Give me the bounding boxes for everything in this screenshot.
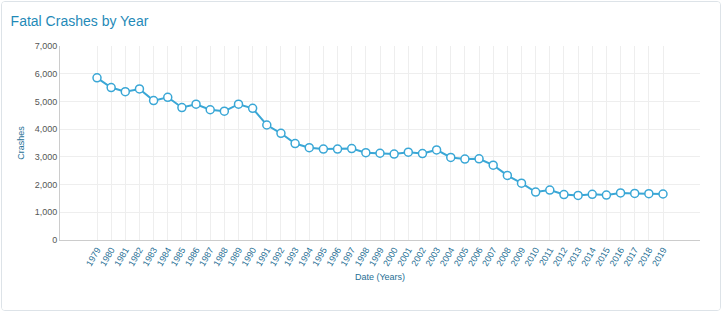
svg-text:Crashes: Crashes [16,126,26,160]
svg-text:6,000: 6,000 [35,69,58,79]
svg-text:1988: 1988 [211,246,230,268]
svg-text:1979: 1979 [84,246,103,268]
svg-text:2001: 2001 [395,246,414,268]
svg-text:5,000: 5,000 [35,97,58,107]
svg-text:1990: 1990 [240,246,259,268]
svg-text:1998: 1998 [353,246,372,268]
svg-text:1992: 1992 [268,246,287,268]
svg-text:2013: 2013 [565,246,584,268]
svg-text:2016: 2016 [608,246,627,268]
svg-text:1994: 1994 [296,246,315,268]
svg-text:1980: 1980 [98,246,117,268]
svg-text:2003: 2003 [424,246,443,268]
svg-text:Fatal Crashes by Year: Fatal Crashes by Year [11,13,149,29]
svg-text:2005: 2005 [452,246,471,268]
svg-text:1,000: 1,000 [35,207,58,217]
svg-text:1981: 1981 [112,246,131,268]
svg-text:0: 0 [52,235,57,245]
svg-text:3,000: 3,000 [35,152,58,162]
svg-text:2014: 2014 [579,246,598,268]
svg-text:7,000: 7,000 [35,41,58,51]
svg-text:2017: 2017 [622,246,641,268]
svg-text:2019: 2019 [650,246,669,268]
svg-text:4,000: 4,000 [35,124,58,134]
svg-text:2006: 2006 [466,246,485,268]
svg-text:2018: 2018 [636,246,655,268]
svg-text:2010: 2010 [523,246,542,268]
svg-text:1997: 1997 [339,246,358,268]
svg-text:2012: 2012 [551,246,570,268]
svg-text:1999: 1999 [367,246,386,268]
svg-text:2000: 2000 [381,246,400,268]
svg-text:1985: 1985 [169,246,188,268]
svg-text:Date (Years): Date (Years) [355,272,405,282]
svg-text:1996: 1996 [325,246,344,268]
svg-text:2011: 2011 [537,246,555,268]
svg-text:1984: 1984 [155,246,174,268]
svg-text:2002: 2002 [409,246,428,268]
svg-text:1983: 1983 [141,246,160,268]
svg-text:1991: 1991 [254,246,273,268]
svg-text:1987: 1987 [197,246,216,268]
svg-text:2,000: 2,000 [35,180,58,190]
svg-text:1989: 1989 [225,246,244,268]
svg-text:1993: 1993 [282,246,301,268]
svg-text:2004: 2004 [438,246,457,268]
svg-text:2015: 2015 [593,246,612,268]
svg-text:2008: 2008 [494,246,513,268]
svg-text:1982: 1982 [126,246,145,268]
svg-text:2009: 2009 [508,246,527,268]
svg-text:2007: 2007 [480,246,499,268]
svg-text:1986: 1986 [183,246,202,268]
svg-text:1995: 1995 [310,246,329,268]
